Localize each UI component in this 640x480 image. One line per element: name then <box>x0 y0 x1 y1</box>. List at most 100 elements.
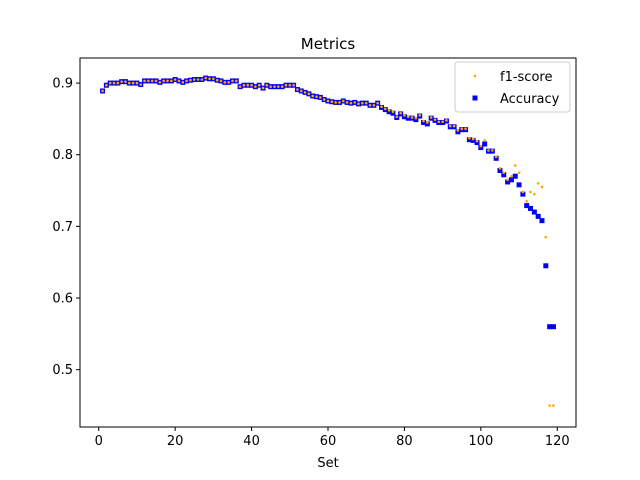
f1-score-point <box>215 78 219 82</box>
f1-score-point <box>154 79 158 83</box>
f1-score-point <box>334 101 337 104</box>
f1-score-point <box>292 83 295 87</box>
f1-score-point <box>341 99 345 103</box>
accuracy-point <box>405 115 411 121</box>
f1-score-point <box>166 79 169 83</box>
f1-score-point <box>234 79 238 83</box>
f1-score-point <box>150 79 154 83</box>
f1-score-point <box>387 109 391 112</box>
accuracy-point <box>478 145 484 151</box>
y-tick-label: 0.9 <box>52 77 73 92</box>
f1-score-point <box>410 116 414 119</box>
f1-score-point <box>418 114 422 117</box>
f1-score-point <box>162 79 165 83</box>
f1-score-point <box>108 81 112 85</box>
accuracy-point <box>543 263 549 269</box>
f1-score-point <box>158 81 162 84</box>
accuracy-point <box>455 129 461 135</box>
accuracy-point <box>550 324 556 330</box>
f1-score-point <box>231 79 234 83</box>
f1-score-point <box>269 85 272 88</box>
x-tick-label: 60 <box>320 434 337 449</box>
f1-score-point <box>517 171 521 174</box>
f1-score-point <box>448 124 452 128</box>
f1-score-point <box>529 190 532 194</box>
f1-score-point <box>471 137 475 141</box>
legend-marker-accuracy <box>472 95 478 101</box>
f1-score-point <box>170 79 173 83</box>
f1-score-point <box>311 94 315 98</box>
f1-score-point <box>414 116 418 120</box>
f1-score-point <box>135 81 139 85</box>
accuracy-point <box>531 209 537 215</box>
f1-score-point <box>513 164 517 167</box>
f1-score-point <box>277 85 280 88</box>
f1-score-point <box>399 111 402 115</box>
accuracy-point <box>535 213 541 219</box>
chart-title: Metrics <box>301 35 356 53</box>
f1-score-point <box>101 89 104 93</box>
f1-score-point <box>330 100 334 104</box>
accuracy-point <box>501 172 507 178</box>
f1-score-point <box>552 404 555 407</box>
f1-score-point <box>491 149 494 152</box>
f1-score-point <box>208 77 211 81</box>
f1-score-point <box>368 103 372 107</box>
f1-score-point <box>498 167 502 170</box>
accuracy-point <box>386 109 392 115</box>
f1-score-point <box>173 78 177 81</box>
f1-score-point <box>254 85 257 88</box>
f1-score-point <box>533 192 536 196</box>
f1-score-point <box>185 79 188 83</box>
x-tick-label: 120 <box>545 434 570 449</box>
f1-score-point <box>284 83 288 87</box>
f1-score-point <box>147 79 150 83</box>
x-tick-label: 0 <box>95 434 103 449</box>
accuracy-point <box>497 167 503 173</box>
f1-score-point <box>177 79 181 83</box>
plot-marks <box>100 75 556 407</box>
f1-score-point <box>384 107 387 111</box>
f1-score-point <box>441 120 444 124</box>
f1-score-point <box>227 81 230 84</box>
f1-score-point <box>143 79 146 83</box>
f1-score-point <box>116 81 120 85</box>
f1-score-point <box>315 95 318 98</box>
f1-score-point <box>250 83 253 87</box>
accuracy-point <box>508 177 514 183</box>
f1-score-point <box>544 235 548 239</box>
f1-score-point <box>219 79 223 83</box>
legend-label-accuracy: Accuracy <box>500 92 560 107</box>
f1-score-point <box>357 102 360 106</box>
f1-score-point <box>456 129 460 132</box>
f1-score-point <box>502 171 506 174</box>
accuracy-point <box>424 121 430 127</box>
f1-score-point <box>299 89 303 93</box>
f1-score-point <box>361 101 364 105</box>
accuracy-point <box>390 110 396 116</box>
f1-score-point <box>212 77 215 81</box>
f1-score-point <box>548 404 551 407</box>
f1-score-point <box>261 86 265 90</box>
accuracy-point <box>470 137 476 143</box>
f1-score-point <box>510 174 513 178</box>
f1-score-point <box>319 96 322 99</box>
f1-score-point <box>112 81 116 85</box>
f1-score-point <box>475 139 479 143</box>
f1-score-point <box>380 105 383 109</box>
accuracy-point <box>512 173 518 179</box>
f1-score-point <box>479 144 483 148</box>
y-tick-label: 0.8 <box>52 148 73 163</box>
accuracy-point <box>520 191 526 197</box>
f1-score-point <box>483 139 486 142</box>
f1-score-point <box>196 78 200 81</box>
x-tick-label: 20 <box>167 434 184 449</box>
f1-score-point <box>506 178 509 182</box>
f1-score-point <box>437 120 441 124</box>
f1-score-point <box>223 81 227 84</box>
f1-score-point <box>372 103 376 107</box>
axes: 0 20 40 60 80 100 120 0.5 0.6 0.7 0.8 0.9 <box>52 77 569 449</box>
f1-score-point <box>189 78 192 82</box>
f1-score-point <box>464 127 467 131</box>
accuracy-point <box>516 182 522 188</box>
